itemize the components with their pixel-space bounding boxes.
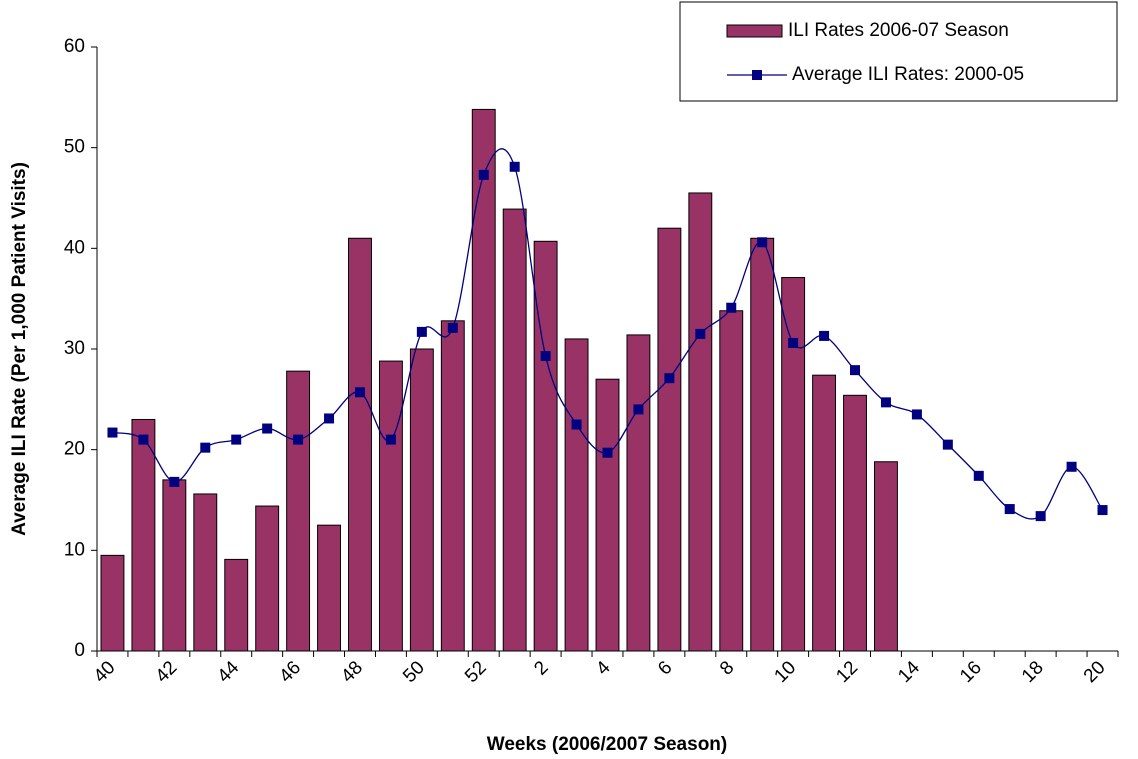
line-marker xyxy=(1035,511,1046,522)
bar xyxy=(533,240,558,652)
line-marker xyxy=(169,476,180,487)
bar xyxy=(564,338,589,652)
bar xyxy=(502,208,527,652)
x-tick-label: 40 xyxy=(90,657,120,687)
y-tick-label: 50 xyxy=(64,137,85,158)
bar xyxy=(348,237,372,652)
line-marker xyxy=(1066,461,1077,472)
x-tick-label: 42 xyxy=(152,657,182,687)
line-marker xyxy=(447,322,458,333)
bar xyxy=(874,461,898,652)
bar xyxy=(100,554,125,652)
line-marker xyxy=(293,434,304,445)
line-marker xyxy=(726,302,737,313)
line-marker xyxy=(509,161,520,172)
line-marker xyxy=(231,434,242,445)
line-marker xyxy=(973,470,984,481)
bar xyxy=(719,310,744,652)
x-tick-label: 4 xyxy=(592,657,615,680)
x-tick-label: 20 xyxy=(1080,657,1110,687)
bar xyxy=(812,374,837,652)
bar xyxy=(131,418,156,652)
bar xyxy=(224,558,249,652)
x-tick-label: 8 xyxy=(716,657,738,679)
line-marker xyxy=(1004,504,1015,515)
line-marker xyxy=(942,439,953,450)
line-marker xyxy=(880,397,891,408)
line-marker xyxy=(416,326,427,337)
x-tick-label: 46 xyxy=(275,657,305,687)
bar xyxy=(440,320,465,652)
y-tick-label: 40 xyxy=(64,237,85,258)
bar xyxy=(255,505,280,652)
line-marker xyxy=(695,328,706,339)
bar xyxy=(657,227,682,652)
x-tick-label: 50 xyxy=(399,657,429,687)
x-tick-label: 12 xyxy=(832,657,862,687)
x-axis-title: Weeks (2006/2007 Season) xyxy=(487,734,727,755)
line-marker xyxy=(478,169,489,180)
legend-marker xyxy=(752,70,762,80)
bar xyxy=(843,394,867,652)
bar xyxy=(688,192,713,652)
x-tick-label: 10 xyxy=(770,657,800,687)
x-tick-label: 2 xyxy=(530,657,552,679)
y-tick-label: 20 xyxy=(64,439,85,460)
bar xyxy=(193,493,218,652)
line-marker xyxy=(819,330,830,341)
bar xyxy=(781,277,806,652)
bar xyxy=(750,237,775,652)
x-tick-label: 16 xyxy=(956,657,986,687)
line xyxy=(112,148,1104,520)
line-marker xyxy=(664,373,675,384)
line-marker xyxy=(354,387,365,398)
line-marker xyxy=(138,434,149,445)
y-tick-label: 60 xyxy=(64,36,85,57)
line-marker xyxy=(911,409,922,420)
x-tick-label: 44 xyxy=(214,657,244,687)
bar xyxy=(409,348,434,652)
line-marker xyxy=(262,423,273,434)
y-axis-title: Average ILI Rate (Per 1,000 Patient Visi… xyxy=(9,162,30,536)
bar xyxy=(317,524,341,652)
bar xyxy=(595,378,620,652)
line-marker xyxy=(1097,505,1108,516)
line-marker xyxy=(788,337,799,348)
line-marker xyxy=(324,413,335,424)
legend-swatch xyxy=(726,24,783,38)
legend-label: ILI Rates 2006-07 Season xyxy=(788,20,1009,41)
legend-label: Average ILI Rates: 2000-05 xyxy=(792,64,1024,85)
x-tick-label: 52 xyxy=(461,657,491,687)
line-marker xyxy=(571,419,582,430)
x-tick-label: 18 xyxy=(1018,657,1048,687)
line-marker xyxy=(757,237,768,248)
line-marker xyxy=(200,442,211,453)
line-marker xyxy=(385,434,396,445)
line-marker xyxy=(602,447,613,458)
bar xyxy=(471,108,496,652)
x-tick-label: 6 xyxy=(654,657,676,679)
legend-box xyxy=(679,1,1118,102)
bar xyxy=(162,479,187,652)
bar xyxy=(286,370,311,652)
line-marker xyxy=(633,404,644,415)
x-tick-label: 14 xyxy=(894,657,924,687)
y-tick-label: 30 xyxy=(64,338,85,359)
line-marker xyxy=(540,351,551,362)
line-marker xyxy=(107,427,118,438)
y-tick-label: 10 xyxy=(64,539,85,560)
bar xyxy=(378,360,403,652)
line-marker xyxy=(850,365,861,376)
bar xyxy=(626,334,651,652)
x-tick-label: 48 xyxy=(337,657,367,687)
y-tick-label: 0 xyxy=(74,640,85,661)
